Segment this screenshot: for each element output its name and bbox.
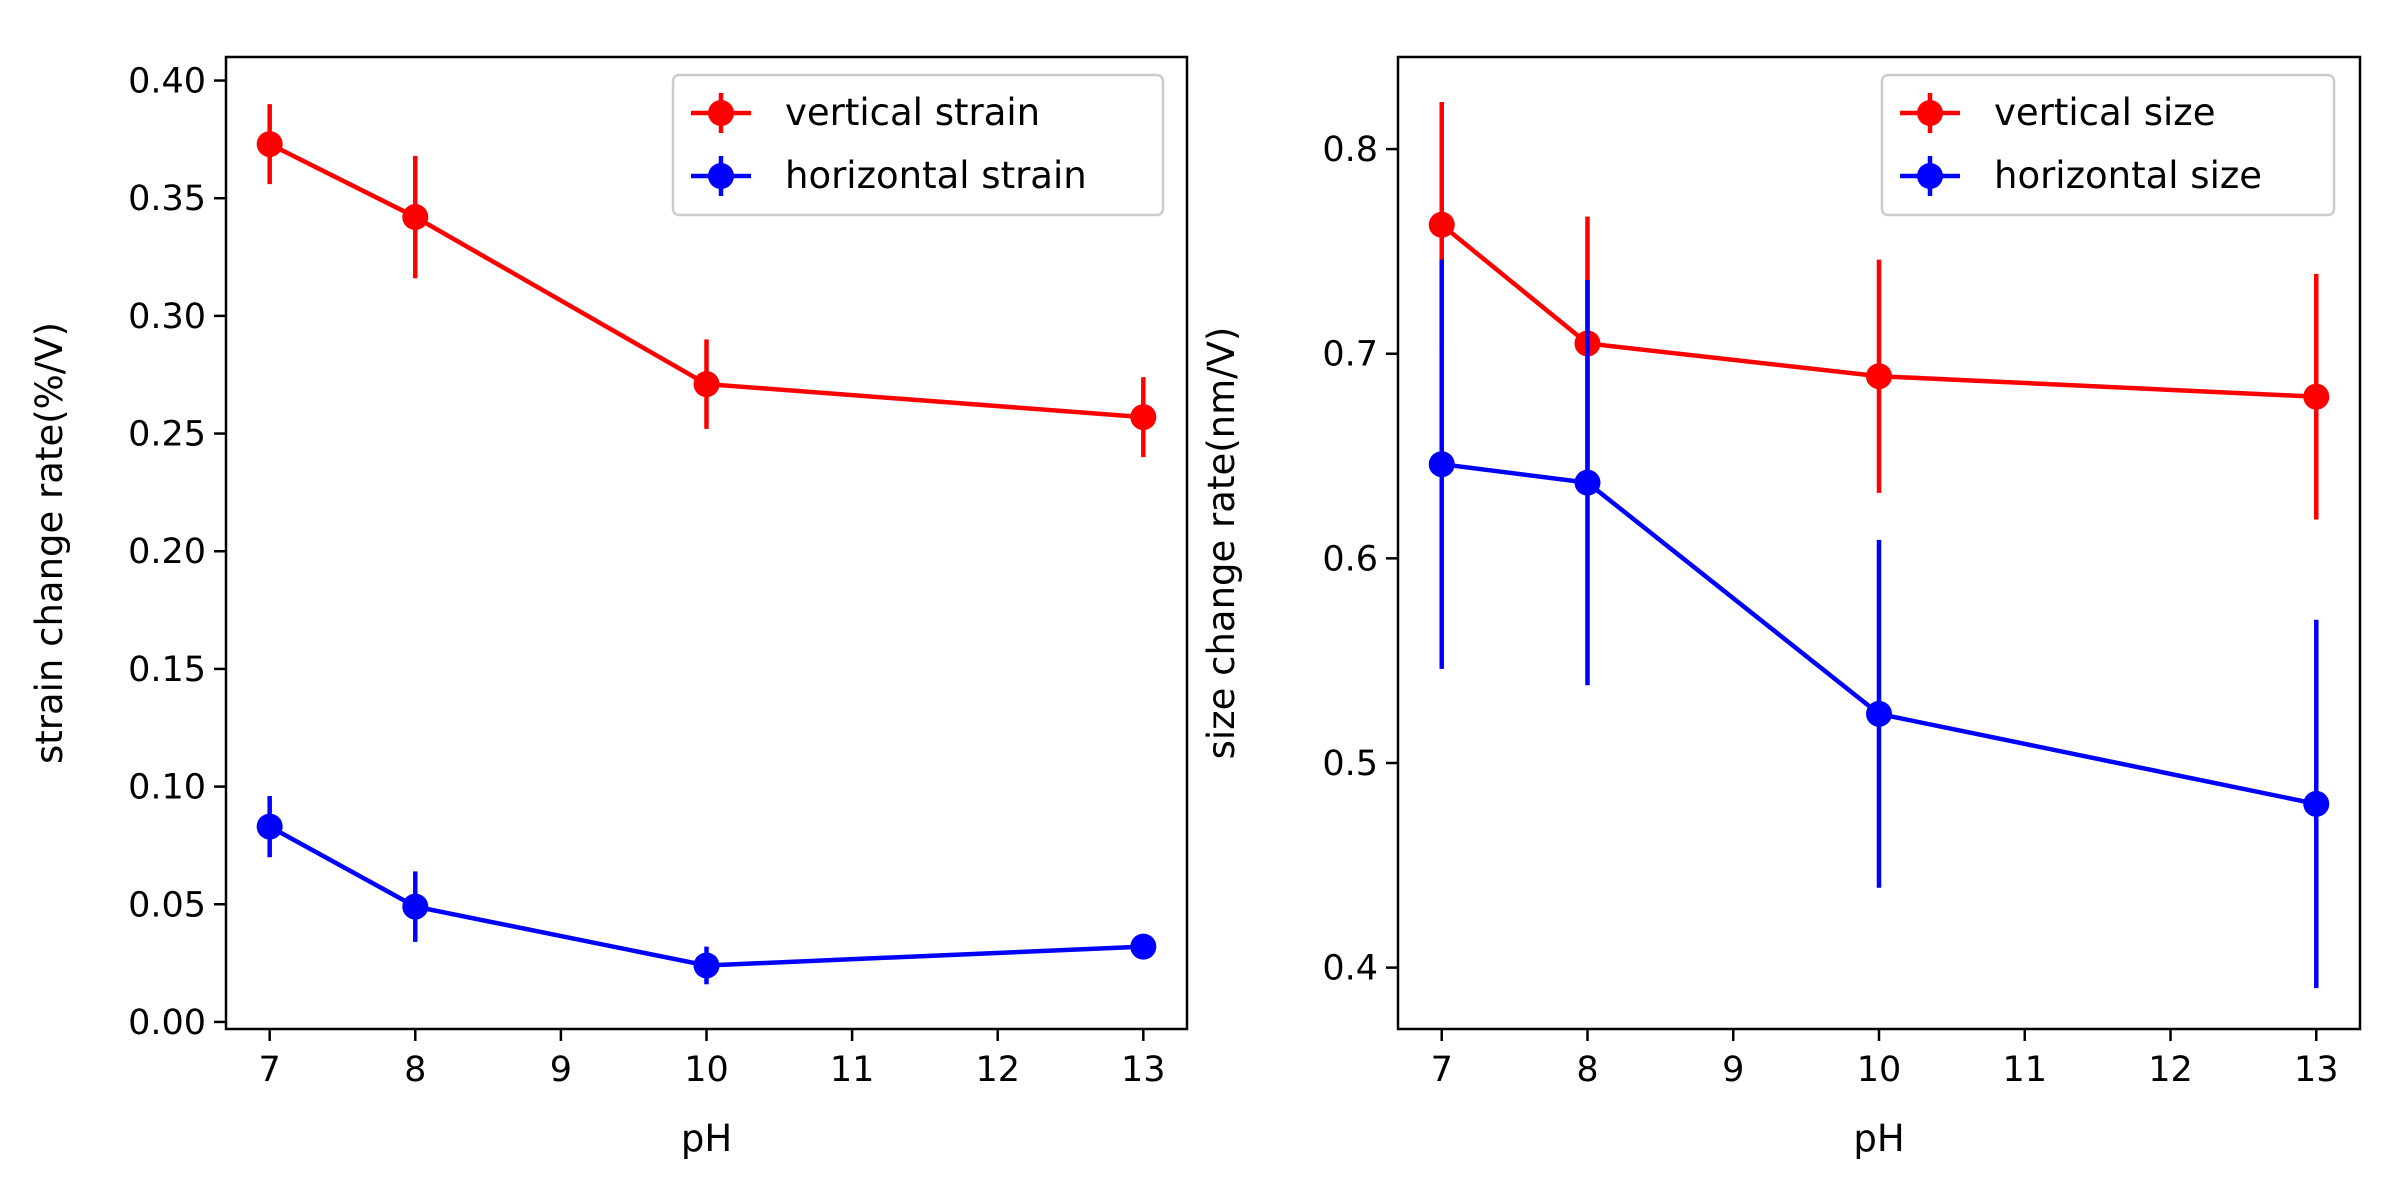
x-tick-label: 8 (404, 1050, 426, 1090)
y-tick-label: 0.05 (128, 885, 206, 925)
x-tick-label: 7 (1431, 1050, 1453, 1090)
legend: vertical size horizontal size (1880, 73, 2336, 217)
x-tick-label: 9 (1722, 1050, 1744, 1090)
y-tick-label: 0.5 (1322, 744, 1378, 784)
legend-frame (1880, 73, 2336, 217)
series-2 (256, 796, 1157, 985)
x-tick-label: 10 (684, 1050, 729, 1090)
legend-label: vertical size (1994, 91, 2215, 134)
data-point (256, 131, 283, 158)
data-point (2303, 790, 2330, 817)
x-tick-label: 10 (1857, 1050, 1902, 1090)
data-point (1428, 211, 1455, 238)
y-tick-label: 0.00 (128, 1003, 206, 1043)
series-2 (1428, 259, 2330, 989)
data-point (1866, 363, 1892, 390)
y-tick-label: 0.4 (1322, 949, 1378, 989)
x-tick-label: 8 (1576, 1050, 1598, 1090)
x-tick-label: 11 (830, 1050, 875, 1090)
data-point (693, 371, 720, 398)
x-axis-label: pH (1853, 1117, 1904, 1160)
y-tick-label: 0.8 (1322, 130, 1378, 170)
data-point (402, 204, 429, 231)
x-tick-label: 11 (2002, 1050, 2047, 1090)
y-tick-label: 0.6 (1322, 539, 1378, 579)
series-line (268, 824, 1144, 968)
y-tick-label: 0.20 (128, 532, 206, 572)
series-1 (256, 104, 1157, 458)
series-line (268, 142, 1144, 420)
series-line (1440, 223, 2317, 399)
data-point (2303, 383, 2330, 410)
series-line (1441, 461, 2317, 807)
legend-marker (708, 100, 734, 126)
data-point (402, 893, 429, 920)
chart-panel-2: 7 8 9 10 11 12 13 0.4 0.5 0.6 0.7 0.8 pH size change … (1200, 55, 2362, 1160)
legend-label: horizontal strain (785, 154, 1087, 197)
data-point (1130, 933, 1157, 960)
legend: vertical strain horizontal strain (671, 73, 1165, 217)
data-point (256, 813, 283, 840)
y-tick-label: 0.35 (128, 179, 206, 219)
x-tick-label: 12 (975, 1050, 1020, 1090)
x-tick-label: 12 (2148, 1050, 2193, 1090)
x-axis-label: pH (681, 1117, 732, 1160)
y-tick-label: 0.15 (128, 650, 206, 690)
data-point (693, 952, 720, 979)
data-point (1574, 469, 1601, 496)
y-tick-label: 0.30 (128, 297, 206, 337)
y-tick-label: 0.40 (128, 62, 206, 102)
legend-marker (708, 163, 734, 189)
chart-panel-1: 7 8 9 10 11 12 13 0.00 0.05 0.10 0.15 0.20 0.25 0.30 0… (28, 55, 1189, 1160)
data-point (1866, 700, 1892, 727)
legend-frame (671, 73, 1165, 217)
y-tick-label: 0.10 (128, 768, 206, 808)
y-tick-label: 0.25 (128, 415, 206, 455)
legend-marker (1917, 163, 1943, 189)
y-tick-label: 0.7 (1322, 335, 1378, 375)
legend-label: vertical strain (785, 91, 1040, 134)
y-axis-label: size change rate(nm/V) (1200, 327, 1243, 760)
data-point (1130, 404, 1157, 431)
data-point (1428, 451, 1455, 478)
x-tick-label: 13 (1121, 1050, 1166, 1090)
y-axis-label: strain change rate(%/V) (28, 322, 71, 764)
x-tick-label: 7 (259, 1050, 281, 1090)
x-tick-label: 13 (2294, 1050, 2339, 1090)
legend-label: horizontal size (1994, 154, 2262, 197)
legend-marker (1917, 100, 1943, 126)
x-tick-label: 9 (550, 1050, 572, 1090)
